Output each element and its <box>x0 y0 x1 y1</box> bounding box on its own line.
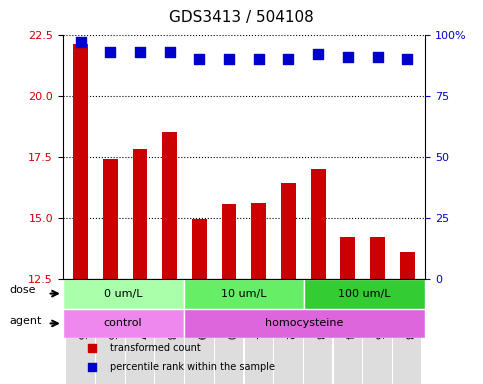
Bar <box>244 279 273 384</box>
FancyBboxPatch shape <box>184 308 425 338</box>
FancyBboxPatch shape <box>304 279 425 308</box>
Bar <box>393 279 422 384</box>
Point <box>403 56 411 62</box>
Point <box>255 56 263 62</box>
Text: agent: agent <box>10 316 42 326</box>
Text: homocysteine: homocysteine <box>265 318 343 328</box>
Point <box>136 49 144 55</box>
Point <box>166 49 173 55</box>
Bar <box>192 219 207 279</box>
Text: 0 um/L: 0 um/L <box>104 289 142 299</box>
Bar <box>66 279 95 384</box>
Bar <box>185 279 213 384</box>
Point <box>77 39 85 45</box>
Bar <box>73 44 88 279</box>
FancyBboxPatch shape <box>63 279 184 308</box>
Bar <box>162 132 177 279</box>
Bar <box>222 204 237 279</box>
Bar <box>103 159 118 279</box>
Point <box>314 51 322 57</box>
Bar <box>281 184 296 279</box>
Bar <box>132 149 147 279</box>
FancyBboxPatch shape <box>184 279 304 308</box>
Text: control: control <box>104 318 142 328</box>
Text: 10 um/L: 10 um/L <box>221 289 267 299</box>
Point <box>344 53 352 60</box>
Point <box>106 49 114 55</box>
Bar <box>334 279 362 384</box>
Bar <box>274 279 303 384</box>
Point <box>88 364 96 370</box>
Bar <box>126 279 154 384</box>
Text: transformed count: transformed count <box>110 343 200 353</box>
Bar <box>370 237 385 279</box>
Bar <box>251 203 266 279</box>
Point <box>374 53 382 60</box>
Text: percentile rank within the sample: percentile rank within the sample <box>110 362 275 372</box>
Text: GDS3413 / 504108: GDS3413 / 504108 <box>169 10 314 25</box>
Point <box>284 56 292 62</box>
FancyBboxPatch shape <box>63 308 184 338</box>
Text: dose: dose <box>10 285 36 295</box>
Point <box>225 56 233 62</box>
Point <box>196 56 203 62</box>
Bar <box>311 169 326 279</box>
Point <box>88 345 96 351</box>
Bar <box>304 279 332 384</box>
Text: 100 um/L: 100 um/L <box>339 289 391 299</box>
Bar <box>215 279 243 384</box>
Bar <box>400 252 414 279</box>
Bar <box>363 279 392 384</box>
Bar <box>341 237 355 279</box>
Bar <box>156 279 184 384</box>
Bar <box>96 279 125 384</box>
